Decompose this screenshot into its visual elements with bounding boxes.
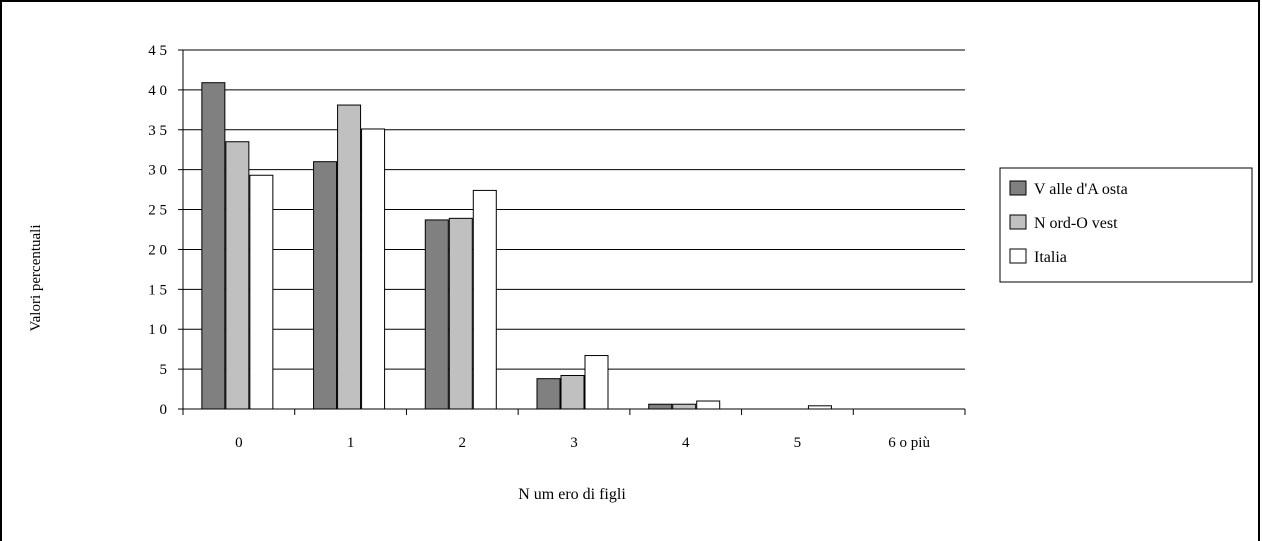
axes [178, 49, 966, 415]
bar-italia-2 [472, 189, 497, 410]
x-tick-label: 1 [347, 435, 355, 451]
x-tick-label: 6 o più [888, 435, 930, 451]
y-tick-label: 4 0 [148, 83, 167, 99]
legend-label: Italia [1034, 249, 1067, 266]
y-tick-label: 1 0 [148, 322, 167, 338]
bars [201, 82, 832, 410]
bar-nord-ovest-2 [448, 217, 473, 410]
x-tick-label: 2 [459, 435, 467, 451]
legend: V alle d'A osta N ord-O vest Italia [999, 167, 1253, 283]
y-tick-label: 0 [160, 402, 168, 418]
legend-label: N ord-O vest [1034, 215, 1118, 232]
bar-italia-3 [584, 355, 609, 410]
legend-label: V alle d'A osta [1034, 181, 1128, 198]
legend-swatch [1009, 248, 1027, 264]
x-tick-label: 3 [570, 435, 578, 451]
bar-italia-0 [249, 174, 274, 410]
x-tick-labels: 0 1 2 3 4 5 6 o più [235, 435, 930, 451]
x-axis-label: N um ero di figli [518, 486, 626, 503]
bar-nord-ovest-0 [225, 141, 250, 410]
bar-valle-d-aosta-4 [648, 403, 673, 410]
bar-nord-ovest-4 [672, 403, 697, 410]
bar-nord-ovest-1 [337, 104, 362, 410]
y-tick-label: 5 [160, 362, 168, 378]
bar-italia-4 [696, 400, 721, 410]
grid-lines [183, 49, 965, 370]
legend-swatch [1009, 180, 1027, 196]
y-tick-labels: 0 5 1 0 1 5 2 0 2 5 3 0 3 5 4 0 4 5 [148, 43, 167, 418]
bar-valle-d-aosta-2 [424, 219, 449, 410]
y-tick-label: 2 5 [148, 203, 167, 219]
x-tick-label: 5 [794, 435, 802, 451]
bar-valle-d-aosta-1 [313, 161, 338, 410]
x-tick-label: 4 [682, 435, 690, 451]
bar-nord-ovest-3 [560, 374, 585, 410]
bar-valle-d-aosta-3 [536, 378, 561, 410]
y-axis-label: Valori percentuali [28, 224, 44, 331]
x-tick-label: 0 [235, 435, 243, 451]
y-tick-label: 3 5 [148, 123, 167, 139]
y-tick-label: 3 0 [148, 163, 167, 179]
y-tick-label: 1 5 [148, 282, 167, 298]
y-tick-label: 2 0 [148, 242, 167, 258]
bar-italia-1 [361, 128, 386, 410]
bar-valle-d-aosta-0 [201, 82, 226, 410]
legend-box [999, 167, 1253, 283]
y-tick-label: 4 5 [148, 43, 167, 59]
legend-swatch [1009, 214, 1027, 230]
